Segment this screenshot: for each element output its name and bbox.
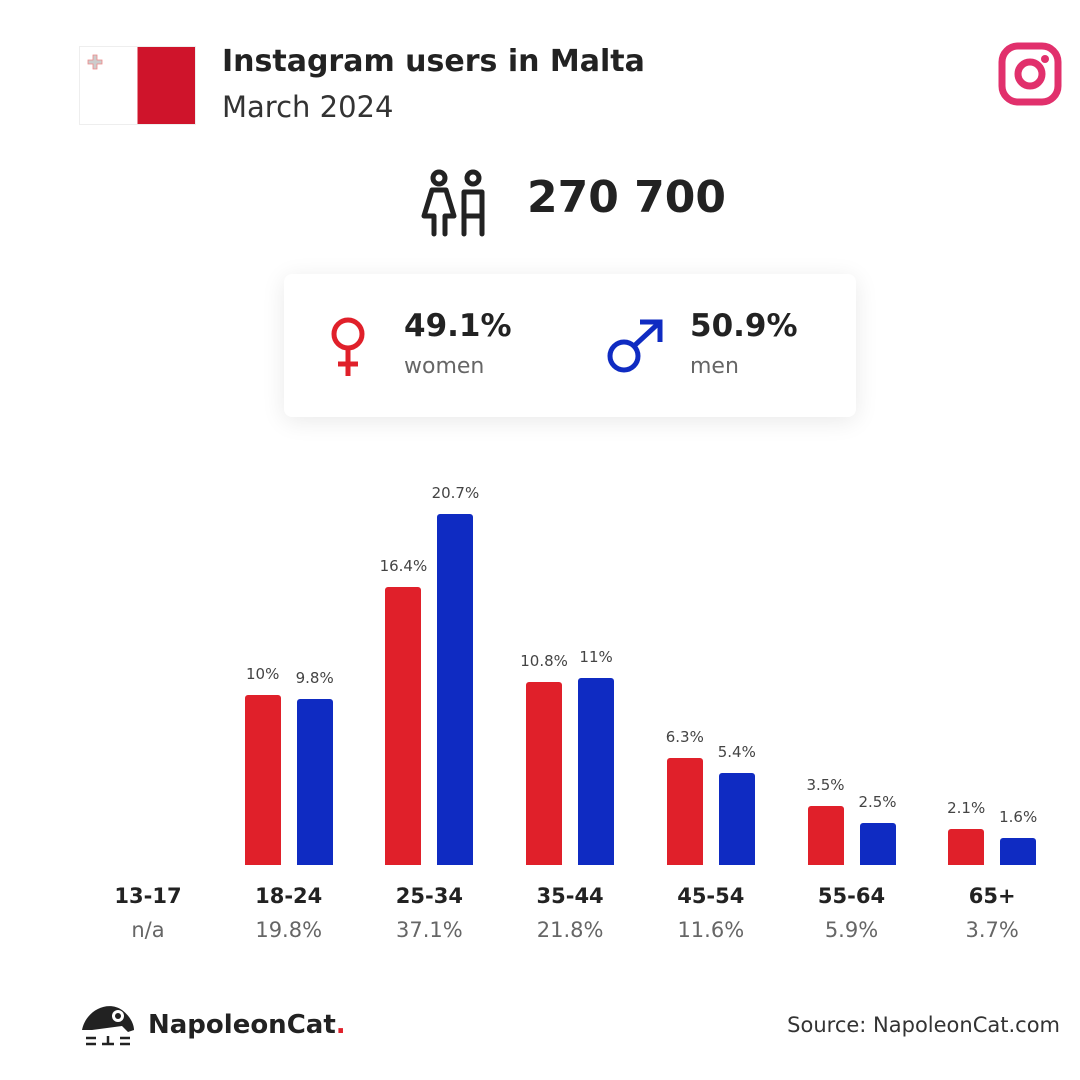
women-value-label: 6.3% (665, 728, 704, 747)
men-percentage: 50.9% (690, 308, 798, 344)
men-value-label: 5.4% (717, 743, 756, 762)
men-value-label: 2.5% (858, 792, 897, 811)
brand-name: NapoleonCat. (148, 1010, 346, 1040)
women-bar (385, 586, 422, 865)
men-value-label: 9.8% (295, 668, 334, 687)
women-bar (948, 829, 985, 865)
category-share: 21.8% (536, 918, 604, 942)
instagram-icon (998, 42, 1062, 106)
women-value-label: 10% (246, 665, 280, 684)
women-label: women (404, 354, 485, 379)
women-bar (666, 758, 703, 865)
women-bar (526, 681, 563, 865)
men-bar (1000, 837, 1037, 865)
page-subtitle: March 2024 (222, 90, 394, 124)
category-share: 5.9% (824, 918, 879, 942)
female-icon (331, 317, 365, 376)
category-label: 18-24 (255, 884, 323, 908)
men-bar (578, 678, 615, 865)
category-label: 65+ (968, 884, 1016, 908)
users-icon (421, 169, 485, 237)
men-bar (296, 698, 333, 865)
george-cross-icon (87, 54, 103, 70)
women-bar (244, 695, 281, 865)
category-label: 13-17 (114, 884, 182, 908)
women-value-label: 2.1% (947, 799, 986, 818)
source-text: Source: NapoleonCat.com (787, 1013, 1060, 1037)
category-share: 3.7% (965, 918, 1019, 942)
women-value-label: 10.8% (520, 651, 568, 670)
category-share: 37.1% (396, 918, 463, 942)
napoleoncat-logo-icon (82, 1006, 134, 1046)
men-value-label: 11% (579, 648, 613, 667)
category-share: 19.8% (255, 918, 323, 942)
women-value-label: 16.4% (379, 556, 428, 575)
men-bar (859, 822, 896, 865)
category-share: 11.6% (677, 918, 745, 942)
men-value-label: 20.7% (431, 483, 480, 502)
women-percentage: 49.1% (404, 308, 512, 344)
men-label: men (690, 354, 739, 379)
men-bar (437, 513, 474, 865)
men-value-label: 1.6% (999, 807, 1038, 826)
category-share: n/a (131, 918, 165, 942)
category-label: 25-34 (395, 884, 463, 908)
male-icon (607, 319, 663, 373)
brand-dot: . (335, 1010, 346, 1040)
category-label: 55-64 (817, 884, 886, 908)
category-label: 35-44 (536, 884, 604, 908)
malta-flag (79, 46, 196, 125)
brand-text: NapoleonCat (148, 1010, 336, 1040)
gender-card: 49.1% women 50.9% men (284, 274, 856, 417)
page-title: Instagram users in Malta (222, 44, 645, 79)
women-value-label: 3.5% (806, 775, 845, 794)
category-label: 45-54 (677, 884, 745, 908)
women-bar (807, 805, 844, 865)
total-users: 270 700 (527, 172, 727, 223)
men-bar (718, 773, 755, 865)
